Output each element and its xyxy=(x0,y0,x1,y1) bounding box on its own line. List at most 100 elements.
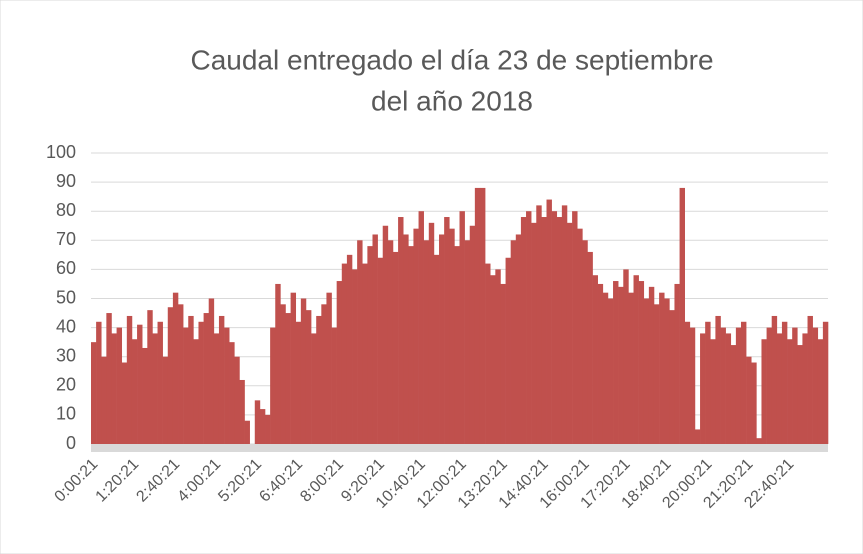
bar xyxy=(807,315,813,444)
bar xyxy=(428,222,435,444)
bar xyxy=(715,315,721,444)
bar xyxy=(536,205,542,444)
bar xyxy=(147,310,153,444)
bar xyxy=(433,254,440,444)
bar xyxy=(720,327,726,444)
bar xyxy=(689,327,696,444)
bar xyxy=(602,292,609,444)
bar xyxy=(106,313,112,444)
bar xyxy=(587,251,593,444)
bar xyxy=(710,339,716,444)
bar xyxy=(485,263,491,444)
bar xyxy=(377,257,384,444)
bar xyxy=(111,333,117,444)
bar xyxy=(265,414,271,444)
bar xyxy=(336,281,343,444)
bar xyxy=(541,217,547,444)
bar xyxy=(157,321,163,444)
bar xyxy=(126,315,133,444)
bar xyxy=(725,333,732,444)
bar xyxy=(398,217,404,444)
bar xyxy=(556,217,563,444)
bar xyxy=(740,321,747,444)
bar xyxy=(121,362,128,444)
bar xyxy=(454,246,460,444)
bar xyxy=(183,327,189,444)
bar xyxy=(700,333,706,444)
bar xyxy=(623,269,629,444)
bar xyxy=(628,292,634,444)
bar xyxy=(613,281,619,444)
bar xyxy=(664,298,670,444)
bar xyxy=(812,327,819,444)
bar xyxy=(392,251,399,444)
bar xyxy=(781,321,788,444)
bar xyxy=(592,275,598,444)
bar xyxy=(694,429,701,444)
bar xyxy=(244,420,250,444)
bar xyxy=(510,240,517,444)
bar xyxy=(178,304,184,444)
bar xyxy=(162,356,169,444)
bar xyxy=(566,222,573,444)
bar xyxy=(413,228,419,444)
bar xyxy=(239,379,245,444)
bar xyxy=(408,246,414,444)
bar xyxy=(500,283,506,444)
bar xyxy=(362,263,368,444)
bar xyxy=(515,234,522,444)
bar xyxy=(418,211,424,444)
bar xyxy=(526,211,532,444)
bar xyxy=(193,339,199,444)
bar xyxy=(802,333,808,444)
y-tick-label: 60 xyxy=(56,258,76,278)
bar xyxy=(551,211,558,444)
bar xyxy=(203,313,210,444)
bar xyxy=(577,228,583,444)
bar xyxy=(582,240,588,444)
bar xyxy=(633,275,639,444)
chart-title-line2: del año 2018 xyxy=(371,85,533,116)
bar xyxy=(208,298,215,444)
y-tick-label: 0 xyxy=(66,433,76,453)
bar xyxy=(167,307,174,444)
bar xyxy=(561,205,568,444)
y-tick-label: 100 xyxy=(46,142,76,162)
bar xyxy=(311,333,317,444)
bar xyxy=(474,187,481,445)
bar xyxy=(280,304,286,444)
bar xyxy=(321,304,327,444)
bar xyxy=(756,438,762,444)
bar xyxy=(597,283,604,444)
bar xyxy=(341,263,348,444)
bar xyxy=(684,321,691,444)
bar xyxy=(305,310,312,444)
bar xyxy=(213,333,220,444)
bar xyxy=(479,187,486,445)
y-tick-label: 90 xyxy=(56,171,76,191)
bar xyxy=(439,234,445,444)
bar xyxy=(316,315,322,444)
bar xyxy=(495,269,501,444)
bar xyxy=(116,327,123,444)
bar xyxy=(152,333,158,444)
bar xyxy=(259,409,266,444)
bar xyxy=(572,211,578,444)
bar xyxy=(423,240,430,444)
bar xyxy=(674,283,680,444)
y-tick-label: 30 xyxy=(56,345,76,365)
bar xyxy=(137,324,143,444)
bar xyxy=(352,269,358,444)
bar xyxy=(290,292,297,444)
bar xyxy=(270,327,276,444)
bar xyxy=(367,246,373,444)
bar xyxy=(459,211,465,444)
bar xyxy=(797,345,803,444)
bar xyxy=(229,342,235,444)
y-tick-label: 20 xyxy=(56,375,76,395)
bar xyxy=(172,292,179,444)
bar xyxy=(607,298,614,444)
bar xyxy=(505,257,511,444)
bar xyxy=(142,347,148,444)
bar xyxy=(444,217,450,444)
